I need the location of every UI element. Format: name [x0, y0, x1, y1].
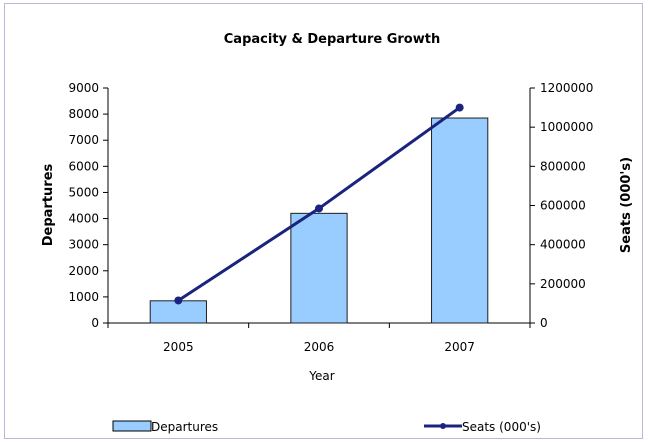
bar-2007 [431, 117, 489, 324]
legend-departures-label: Departures [151, 420, 218, 434]
right-tick-label: 1200000 [540, 81, 593, 95]
bar-series [149, 117, 489, 324]
left-tick-label: 1000 [68, 290, 99, 304]
seats-point-2005 [174, 296, 183, 305]
legend: Departures Seats (000's) [112, 420, 541, 434]
left-tick-label: 0 [91, 316, 99, 330]
left-tick-label: 9000 [68, 81, 99, 95]
right-tick-label: 0 [540, 316, 548, 330]
x-axis-title: Year [308, 369, 334, 383]
left-tick-label: 4000 [68, 212, 99, 226]
right-tick-label: 1000000 [540, 120, 593, 134]
x-axis: 2005 2006 2007 [107, 322, 531, 354]
left-tick-label: 3000 [68, 238, 99, 252]
right-tick-label: 200000 [540, 277, 586, 291]
bar-2006 [290, 212, 348, 324]
legend-seats-marker [440, 423, 446, 429]
seats-point-2007 [455, 103, 464, 112]
x-tick-label: 2007 [444, 340, 475, 354]
left-tick-label: 8000 [68, 107, 99, 121]
left-tick-label: 7000 [68, 133, 99, 147]
y2-axis-title: Seats (000's) [619, 157, 634, 253]
left-tick-label: 2000 [68, 264, 99, 278]
x-tick-label: 2005 [163, 340, 194, 354]
legend-departures-swatch [112, 420, 152, 432]
legend-seats-label: Seats (000's) [462, 420, 541, 434]
chart-title: Capacity & Departure Growth [224, 32, 440, 47]
line-series [174, 103, 464, 305]
right-tick-label: 400000 [540, 238, 586, 252]
left-tick-label: 5000 [68, 185, 99, 199]
right-y-axis: 0 200000 400000 600000 800000 1000000 1200000 [529, 81, 593, 330]
right-tick-label: 800000 [540, 159, 586, 173]
x-tick-label: 2006 [304, 340, 335, 354]
left-tick-label: 6000 [68, 159, 99, 173]
seats-point-2006 [315, 204, 323, 213]
right-tick-label: 600000 [540, 199, 586, 213]
left-y-axis: 0 1000 2000 3000 4000 5000 6000 7000 8000 9000 [68, 81, 109, 330]
y-axis-title: Departures [41, 163, 56, 246]
